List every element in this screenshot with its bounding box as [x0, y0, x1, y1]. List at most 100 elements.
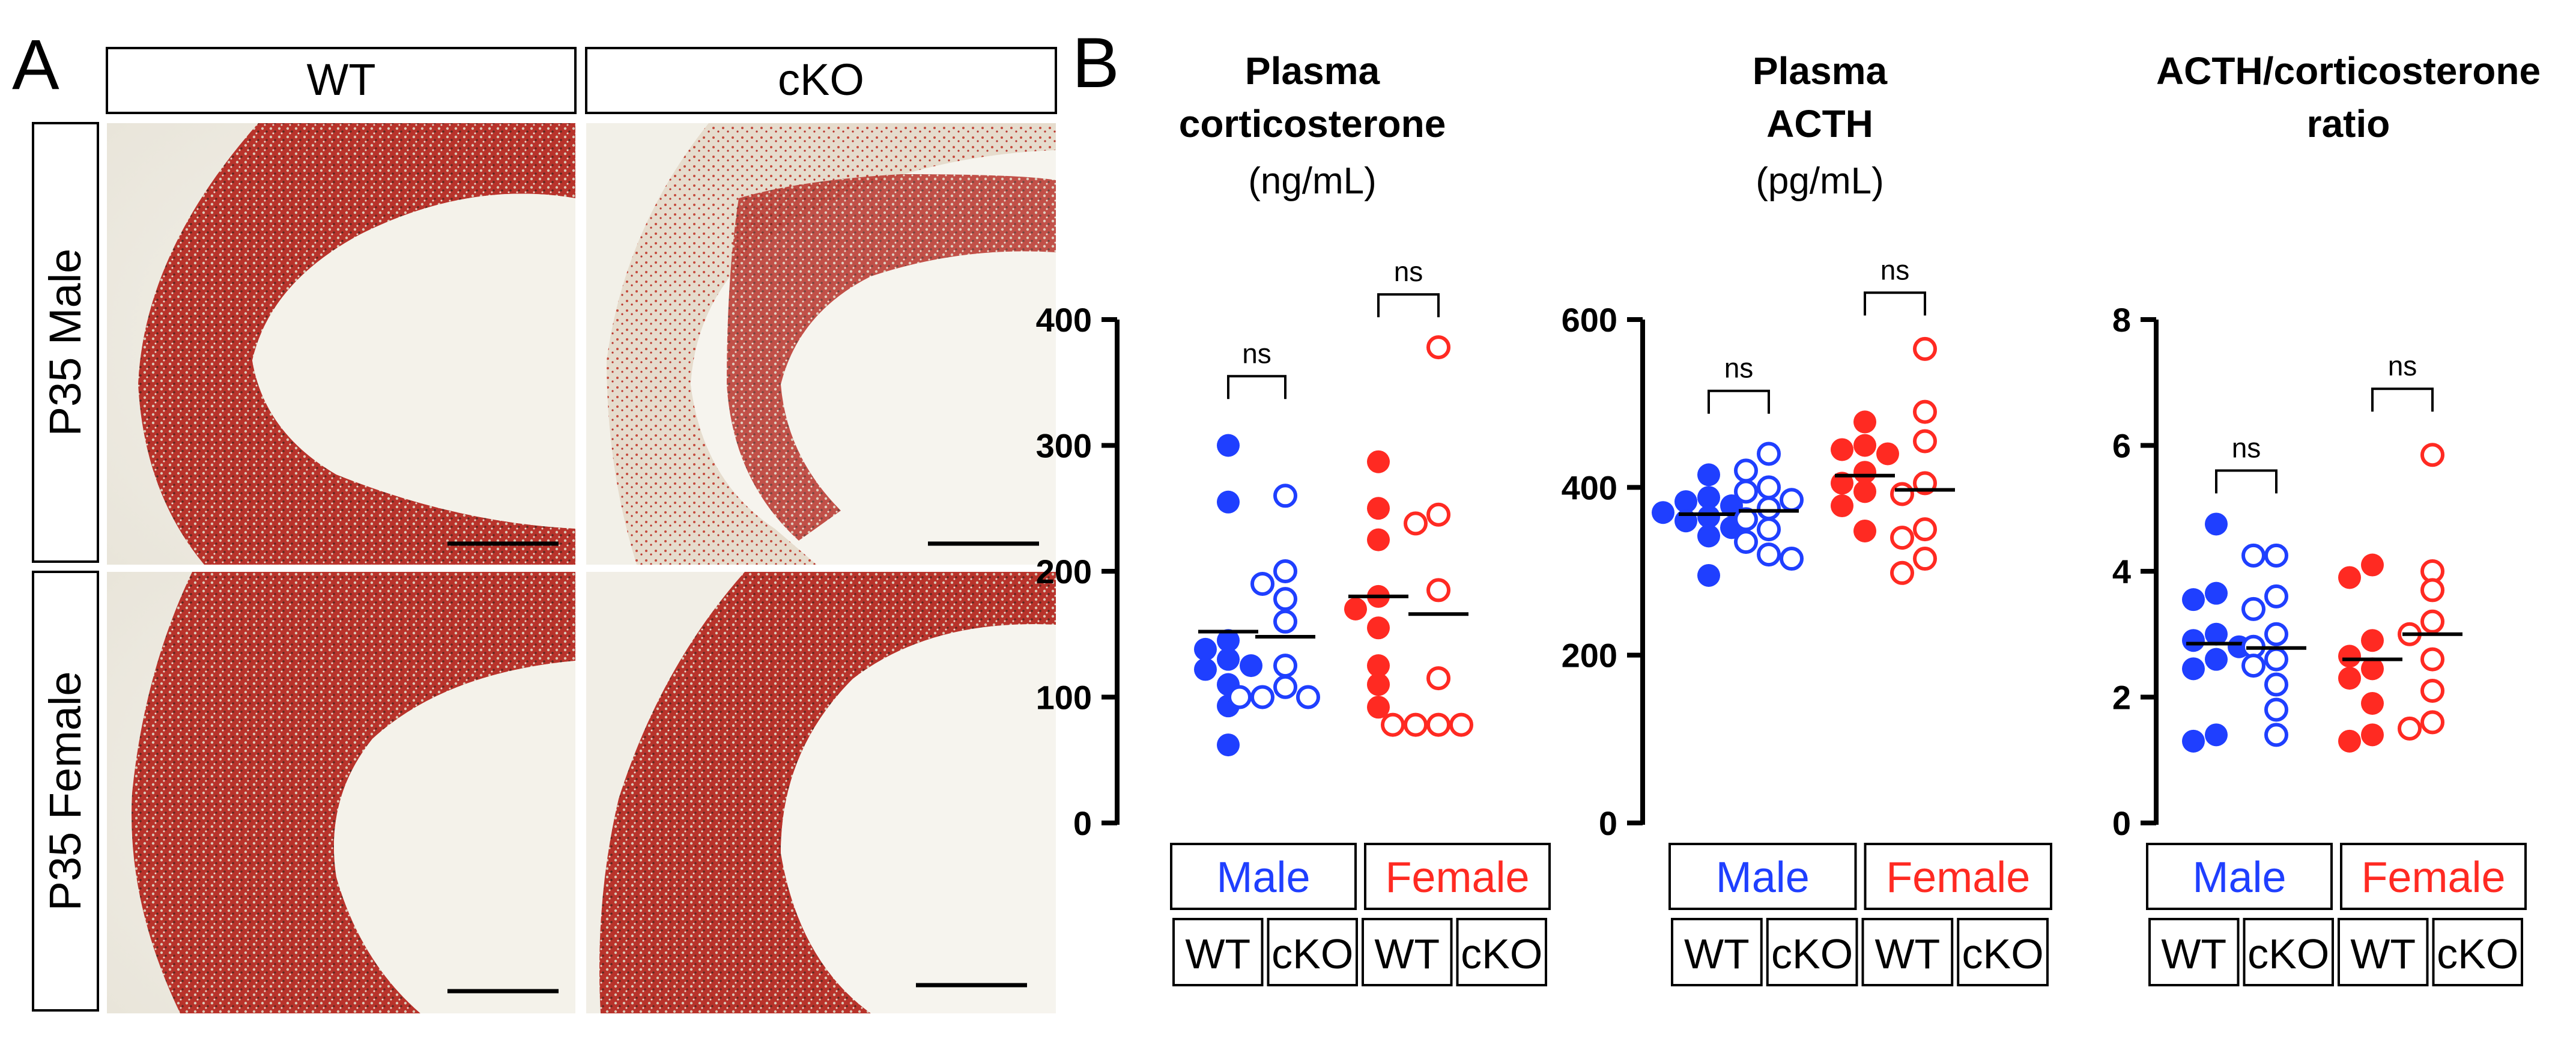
genotype-label: cKO [1771, 930, 1853, 977]
data-point [1913, 336, 1937, 361]
y-tick-label: 8 [2112, 301, 2131, 339]
data-point [1913, 547, 1937, 571]
y-tick-label: 100 [1036, 679, 1092, 717]
micrograph-wt-female [107, 572, 575, 1013]
sex-label-male: Male [1716, 854, 1810, 902]
data-point [1697, 524, 1720, 548]
data-point [1426, 578, 1450, 602]
data-point [1780, 488, 1804, 512]
data-point [2420, 609, 2444, 634]
data-point [1367, 497, 1390, 520]
data-point [1426, 712, 1450, 737]
micrograph-wt-male [107, 123, 575, 565]
genotype-label: WT [2161, 930, 2226, 977]
data-point [1757, 542, 1781, 567]
data-point [1697, 486, 1720, 509]
data-point [1367, 696, 1390, 719]
data-point [1853, 461, 1876, 484]
data-point [2205, 581, 2228, 605]
panel-b-charts: Plasmacorticosterone(ng/mL)0100200300400… [1036, 49, 2541, 986]
chart-3: ACTH/corticosterone ratio 0 2 4 6 8 ns ns Male Fem… [2112, 49, 2541, 986]
significance-label: ns [2232, 432, 2261, 463]
significance-label: ns [1724, 353, 1754, 384]
data-point [2361, 629, 2384, 652]
data-point [2420, 679, 2444, 703]
data-point [1913, 399, 1937, 424]
data-point [2264, 647, 2288, 672]
sex-box-male [2146, 843, 2333, 910]
genotype-label: cKO [2247, 930, 2329, 977]
data-point [1426, 666, 1450, 691]
row-header-female: P35 Female [40, 672, 90, 911]
genotype-label: cKO [2437, 930, 2518, 977]
data-point [2338, 729, 2361, 753]
column-header-box-cko [585, 47, 1057, 114]
data-point [2205, 723, 2228, 747]
data-point [1913, 429, 1937, 454]
data-point [1367, 450, 1390, 473]
data-point [1250, 685, 1274, 709]
data-point [2338, 667, 2361, 690]
data-point [1217, 629, 1240, 652]
significance-label: ns [2388, 350, 2417, 381]
genotype-box [1861, 918, 1954, 986]
row-header-box-female [32, 571, 99, 1012]
data-point [2420, 647, 2444, 672]
data-point [1273, 654, 1297, 678]
genotype-label: WT [2350, 930, 2416, 977]
y-tick-label: 300 [1036, 427, 1092, 465]
data-point [1780, 547, 1804, 571]
chart-title-line-2: ratio [2307, 102, 2390, 145]
data-point [1734, 479, 1758, 504]
significance-bracket [2371, 387, 2434, 412]
data-point [1367, 616, 1390, 640]
genotype-label: WT [1874, 930, 1940, 977]
data-point [1697, 505, 1720, 529]
panel-a-letter: A [12, 25, 59, 105]
chart-title-line-1: Plasma [1753, 49, 1888, 93]
data-point [1381, 712, 1405, 737]
data-point [2264, 723, 2288, 747]
data-point [2264, 584, 2288, 609]
data-point [1652, 501, 1674, 524]
data-point [1217, 434, 1240, 457]
data-point [2182, 588, 2205, 612]
significance-bracket [1864, 291, 1926, 316]
data-point [1449, 712, 1473, 737]
data-point [2205, 648, 2228, 671]
genotype-label: cKO [1271, 930, 1353, 977]
data-point [1853, 519, 1876, 542]
genotype-box [1766, 918, 1858, 986]
data-point [2420, 443, 2444, 467]
panel-b: B [1072, 23, 1120, 103]
genotype-box [1172, 918, 1264, 986]
genotype-box [2338, 918, 2429, 986]
y-tick-label: 200 [1562, 637, 1617, 675]
data-point [1404, 712, 1428, 737]
chart-2: Plasma ACTH (pg/mL) 0 200 400 600 ns ns Male Femal… [1562, 49, 2052, 986]
data-point [1913, 517, 1937, 542]
data-point [2264, 622, 2288, 646]
y-tick-label: 0 [1073, 804, 1092, 842]
data-point [2361, 657, 2384, 681]
data-point [1426, 502, 1450, 527]
sex-label-male: Male [2192, 854, 2286, 902]
data-point [1853, 410, 1876, 434]
data-point [1273, 675, 1297, 699]
micrograph-cko-female [586, 572, 1056, 1013]
data-point [2338, 566, 2361, 589]
sex-label-female: Female [2361, 854, 2505, 902]
data-point [2398, 716, 2422, 741]
sex-label-female: Female [1886, 854, 2030, 902]
chart-title-line-1: ACTH/corticosterone [2156, 49, 2541, 93]
data-point [1757, 475, 1781, 500]
data-point [1273, 484, 1297, 508]
genotype-box [2243, 918, 2334, 986]
significance-bracket [1708, 389, 1770, 414]
data-point [1194, 658, 1217, 681]
y-tick-label: 200 [1036, 553, 1092, 590]
sex-box-female [2340, 843, 2527, 910]
row-header-box-male [32, 122, 99, 563]
data-point [1697, 563, 1720, 587]
panel-a: A WT cKO P35 Male P35 Female [12, 25, 1057, 1013]
